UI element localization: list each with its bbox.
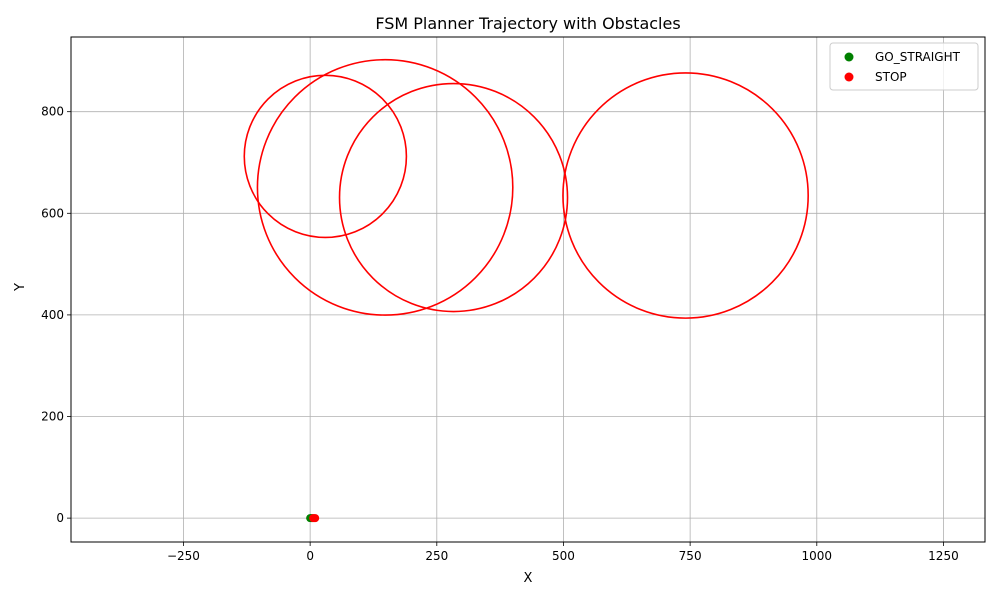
legend-marker: [844, 52, 854, 62]
plot-frame: [70, 36, 986, 543]
x-tick-label: 1250: [928, 549, 959, 563]
y-axis-label: Y: [13, 283, 28, 292]
legend-marker: [844, 72, 854, 82]
obstacle-circle: [562, 72, 809, 319]
grid: [71, 37, 985, 542]
x-tick-label: 0: [306, 549, 314, 563]
y-tick-label: 200: [41, 410, 64, 424]
obstacle-circle: [338, 82, 569, 313]
x-tick-label: 1000: [802, 549, 833, 563]
obstacles: [243, 58, 809, 319]
legend: GO_STRAIGHT STOP: [829, 42, 979, 91]
y-tick-label: 0: [56, 511, 64, 525]
x-tick-label: 750: [679, 549, 702, 563]
x-tick-label: 250: [425, 549, 448, 563]
x-axis-label: X: [524, 571, 533, 586]
x-tick-label: 500: [552, 549, 575, 563]
legend-box: [829, 42, 979, 91]
legend-label: STOP: [875, 70, 907, 84]
trajectory-points: [306, 514, 320, 523]
trajectory-point-stop: [311, 514, 320, 523]
ticks: −250 0 250 500 750 1000 1250 0 200 400 600 800: [41, 105, 959, 563]
obstacle-circle: [256, 58, 514, 316]
y-tick-label: 600: [41, 206, 64, 220]
x-tick-label: −250: [167, 549, 200, 563]
y-tick-label: 800: [41, 105, 64, 119]
y-tick-label: 400: [41, 308, 64, 322]
legend-label: GO_STRAIGHT: [875, 50, 961, 64]
chart-title: FSM Planner Trajectory with Obstacles: [375, 14, 680, 33]
